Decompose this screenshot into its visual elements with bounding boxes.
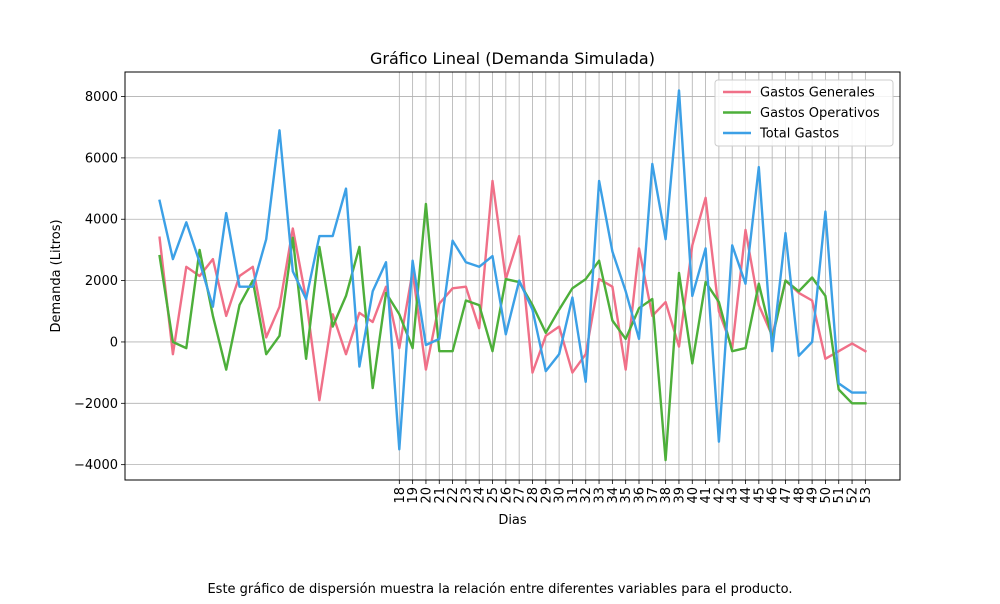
y-tick-label: 6000 [85, 151, 118, 166]
x-tick-label: 24 [473, 487, 488, 504]
y-tick-label: −4000 [74, 458, 118, 473]
x-tick-label: 45 [752, 487, 767, 504]
x-tick-label: 34 [606, 487, 621, 504]
x-tick-label: 43 [726, 487, 741, 504]
legend-entry: Gastos Operativos [760, 106, 880, 121]
x-tick-label: 42 [712, 487, 727, 504]
x-tick-label: 32 [579, 487, 594, 504]
series-line [158, 89, 867, 451]
x-tick-label: 21 [433, 487, 448, 504]
grid-lines [125, 72, 900, 480]
chart-title: Gráfico Lineal (Demanda Simulada) [370, 49, 655, 68]
y-axis-label: Demanda (Litros) [49, 219, 64, 332]
legend-entry: Gastos Generales [760, 86, 875, 101]
x-tick-label: 44 [739, 487, 754, 504]
y-tick-label: 0 [110, 335, 118, 350]
series-lines [158, 89, 868, 462]
x-tick-label: 50 [819, 487, 834, 504]
x-tick-label: 27 [513, 487, 528, 504]
y-tick-label: −2000 [74, 397, 118, 412]
x-tick-label: 22 [446, 487, 461, 504]
x-tick-label: 19 [406, 487, 421, 504]
x-tick-label: 48 [792, 487, 807, 504]
x-tick-label: 25 [486, 487, 501, 504]
y-tick-label: 2000 [85, 274, 118, 289]
x-tick-label: 31 [566, 487, 581, 504]
x-tick-label: 40 [686, 487, 701, 504]
y-tick-label: 8000 [85, 90, 118, 105]
x-tick-label: 37 [646, 487, 661, 504]
x-axis: 1819202122232425262728293031323334353637… [393, 480, 874, 504]
x-tick-label: 52 [846, 487, 861, 504]
legend-frame [714, 79, 894, 147]
x-tick-label: 28 [526, 487, 541, 504]
x-axis-label: Dias [498, 513, 527, 528]
x-tick-label: 20 [419, 487, 434, 504]
x-tick-label: 41 [699, 487, 714, 504]
series-line [158, 202, 867, 462]
x-tick-label: 38 [659, 487, 674, 504]
x-tick-label: 18 [393, 487, 408, 504]
x-tick-label: 46 [766, 487, 781, 504]
x-tick-label: 29 [539, 487, 554, 504]
x-tick-label: 47 [779, 487, 794, 504]
series-line [158, 179, 868, 402]
x-tick-label: 35 [619, 487, 634, 504]
legend: Gastos Generales Gastos Operativos Total G… [714, 79, 894, 147]
x-tick-label: 23 [459, 487, 474, 504]
x-tick-label: 26 [499, 487, 514, 504]
y-tick-label: 4000 [85, 213, 118, 228]
x-tick-label: 53 [859, 487, 874, 504]
x-tick-label: 49 [806, 487, 821, 504]
y-axis: −4000 −2000 0 2000 4000 6000 8000 [74, 90, 125, 473]
plot-area-frame [124, 71, 901, 481]
figure-caption: Este gráfico de dispersión muestra la re… [207, 582, 793, 597]
x-tick-label: 30 [553, 487, 568, 504]
x-tick-label: 51 [832, 487, 847, 504]
legend-entry: Total Gastos [759, 127, 839, 142]
x-tick-label: 36 [633, 487, 648, 504]
x-tick-label: 33 [593, 487, 608, 504]
x-tick-label: 39 [672, 487, 687, 504]
